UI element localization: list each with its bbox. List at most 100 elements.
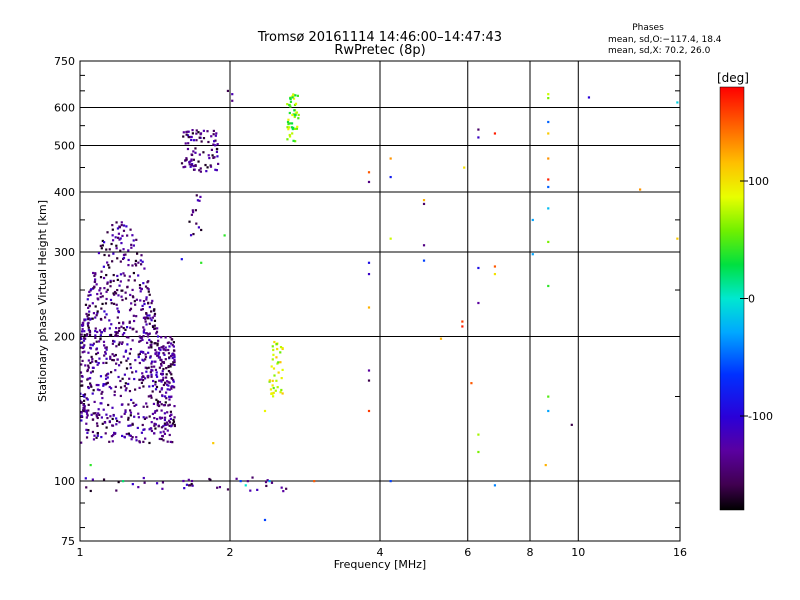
data-point (104, 432, 107, 435)
data-point (191, 211, 195, 214)
data-point (156, 354, 159, 357)
data-point (139, 259, 142, 262)
data-point (103, 310, 106, 313)
data-point (367, 379, 371, 382)
data-point (166, 423, 169, 426)
data-point (172, 345, 176, 348)
data-point (131, 339, 134, 342)
data-point (268, 379, 271, 382)
data-point (160, 372, 163, 375)
data-point (208, 156, 211, 160)
data-point (116, 288, 119, 292)
data-point (263, 518, 267, 522)
data-point (107, 372, 110, 375)
data-point (100, 307, 103, 310)
data-point (162, 347, 165, 351)
data-point (204, 163, 207, 167)
data-point (83, 408, 86, 411)
data-point (547, 93, 550, 96)
data-point (85, 412, 89, 415)
data-point (140, 431, 144, 434)
data-point (289, 97, 292, 100)
data-point (119, 379, 122, 383)
data-point (121, 341, 124, 344)
data-point (154, 368, 158, 371)
data-point (168, 419, 171, 422)
data-point (111, 353, 114, 356)
data-point (170, 338, 173, 341)
data-point (98, 329, 102, 332)
data-point (85, 436, 89, 439)
data-point (266, 479, 269, 482)
data-point (192, 158, 195, 161)
data-point (279, 391, 282, 394)
data-point (170, 342, 173, 345)
data-point (102, 340, 106, 343)
data-point (108, 440, 111, 443)
data-point (132, 401, 135, 404)
data-point (124, 389, 127, 392)
data-point (81, 341, 84, 344)
data-point (122, 355, 125, 358)
data-point (189, 135, 192, 139)
data-point (168, 414, 172, 417)
data-point (127, 403, 130, 406)
data-point (80, 371, 82, 374)
data-point (91, 418, 95, 421)
data-point (81, 415, 84, 419)
data-point (191, 132, 194, 135)
data-point (115, 244, 118, 247)
data-point (81, 328, 84, 331)
data-point (293, 127, 297, 130)
data-point (141, 379, 145, 382)
data-point (164, 423, 168, 426)
data-point (171, 385, 174, 388)
data-point (180, 258, 183, 261)
data-point (90, 288, 93, 291)
data-point (142, 335, 145, 338)
data-point (104, 302, 108, 305)
data-point (165, 373, 168, 376)
data-point (127, 258, 130, 262)
data-point (95, 436, 98, 439)
data-point (231, 93, 234, 96)
data-point (124, 328, 127, 331)
data-point (118, 284, 121, 287)
data-point (214, 144, 217, 147)
data-point (92, 342, 95, 345)
data-point (109, 415, 112, 418)
data-point (88, 330, 92, 334)
data-point (108, 248, 111, 251)
data-point (94, 327, 97, 330)
data-point (493, 132, 497, 135)
data-point (100, 416, 103, 419)
data-point (93, 274, 96, 278)
data-point (128, 321, 131, 324)
data-point (192, 165, 195, 168)
data-point (137, 416, 140, 419)
data-point (80, 401, 83, 404)
data-point (269, 388, 273, 391)
data-point (115, 345, 118, 348)
data-point (102, 276, 106, 280)
data-point (212, 442, 215, 445)
data-point (148, 385, 151, 388)
data-point (133, 377, 136, 381)
data-point (87, 359, 90, 362)
data-point (197, 226, 200, 229)
data-point (163, 412, 166, 415)
data-point (134, 264, 138, 267)
data-point (141, 307, 144, 311)
data-point (96, 431, 99, 435)
data-point (83, 344, 86, 347)
data-point (93, 285, 96, 288)
data-point (100, 270, 103, 273)
data-point (117, 294, 120, 297)
data-point (292, 126, 295, 130)
data-point (91, 360, 94, 363)
data-point (132, 239, 135, 242)
data-point (130, 246, 133, 249)
data-point (93, 280, 97, 283)
data-point (84, 303, 88, 306)
data-point (89, 293, 92, 297)
